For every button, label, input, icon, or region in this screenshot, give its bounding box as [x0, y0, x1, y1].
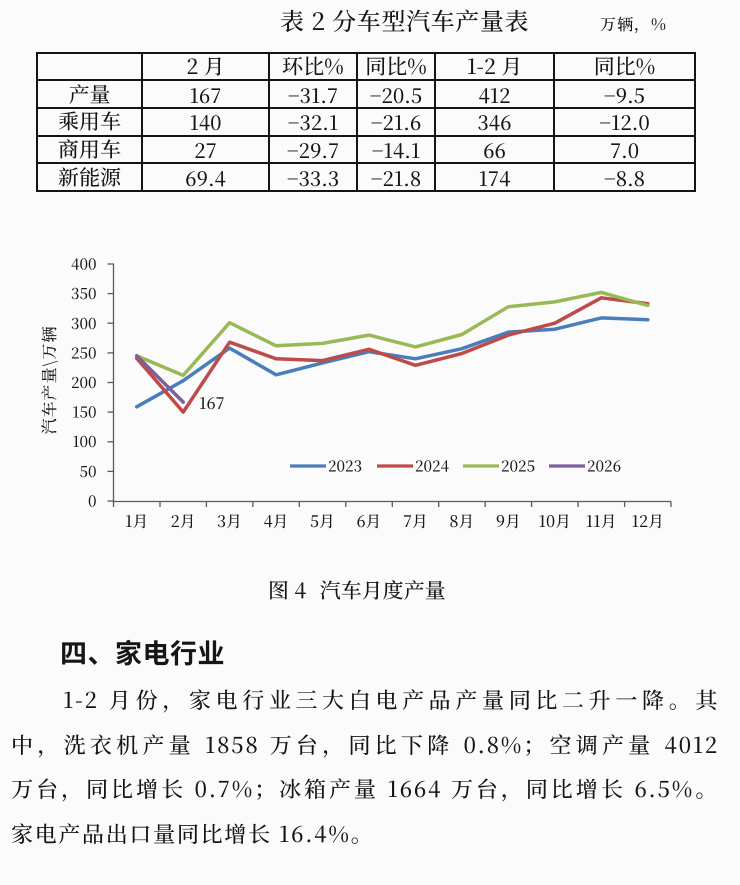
svg-text:7月: 7月	[403, 509, 428, 532]
svg-text:12月: 12月	[631, 509, 664, 532]
svg-text:2月: 2月	[171, 509, 196, 532]
svg-text:2026: 2026	[587, 456, 621, 477]
svg-text:300: 300	[71, 313, 97, 334]
svg-text:6月: 6月	[356, 509, 381, 532]
svg-text:350: 350	[71, 283, 97, 304]
svg-text:11月: 11月	[586, 509, 617, 532]
svg-text:汽车产量\万辆: 汽车产量\万辆	[37, 326, 60, 435]
svg-text:3月: 3月	[217, 509, 242, 532]
svg-text:9月: 9月	[496, 509, 521, 532]
svg-text:8月: 8月	[449, 509, 474, 532]
svg-text:10月: 10月	[539, 509, 572, 532]
svg-text:250: 250	[71, 342, 97, 363]
svg-text:5月: 5月	[310, 509, 335, 532]
svg-text:1月: 1月	[125, 509, 149, 532]
svg-text:2023: 2023	[328, 456, 362, 477]
svg-text:2024: 2024	[415, 456, 450, 477]
svg-text:400: 400	[71, 254, 97, 275]
svg-text:200: 200	[71, 372, 97, 393]
svg-text:100: 100	[72, 431, 96, 452]
svg-text:2025: 2025	[501, 456, 535, 477]
svg-text:50: 50	[79, 461, 96, 482]
svg-text:167: 167	[199, 391, 225, 414]
svg-text:0: 0	[88, 491, 97, 512]
svg-text:150: 150	[72, 402, 96, 423]
svg-text:4月: 4月	[264, 509, 289, 532]
